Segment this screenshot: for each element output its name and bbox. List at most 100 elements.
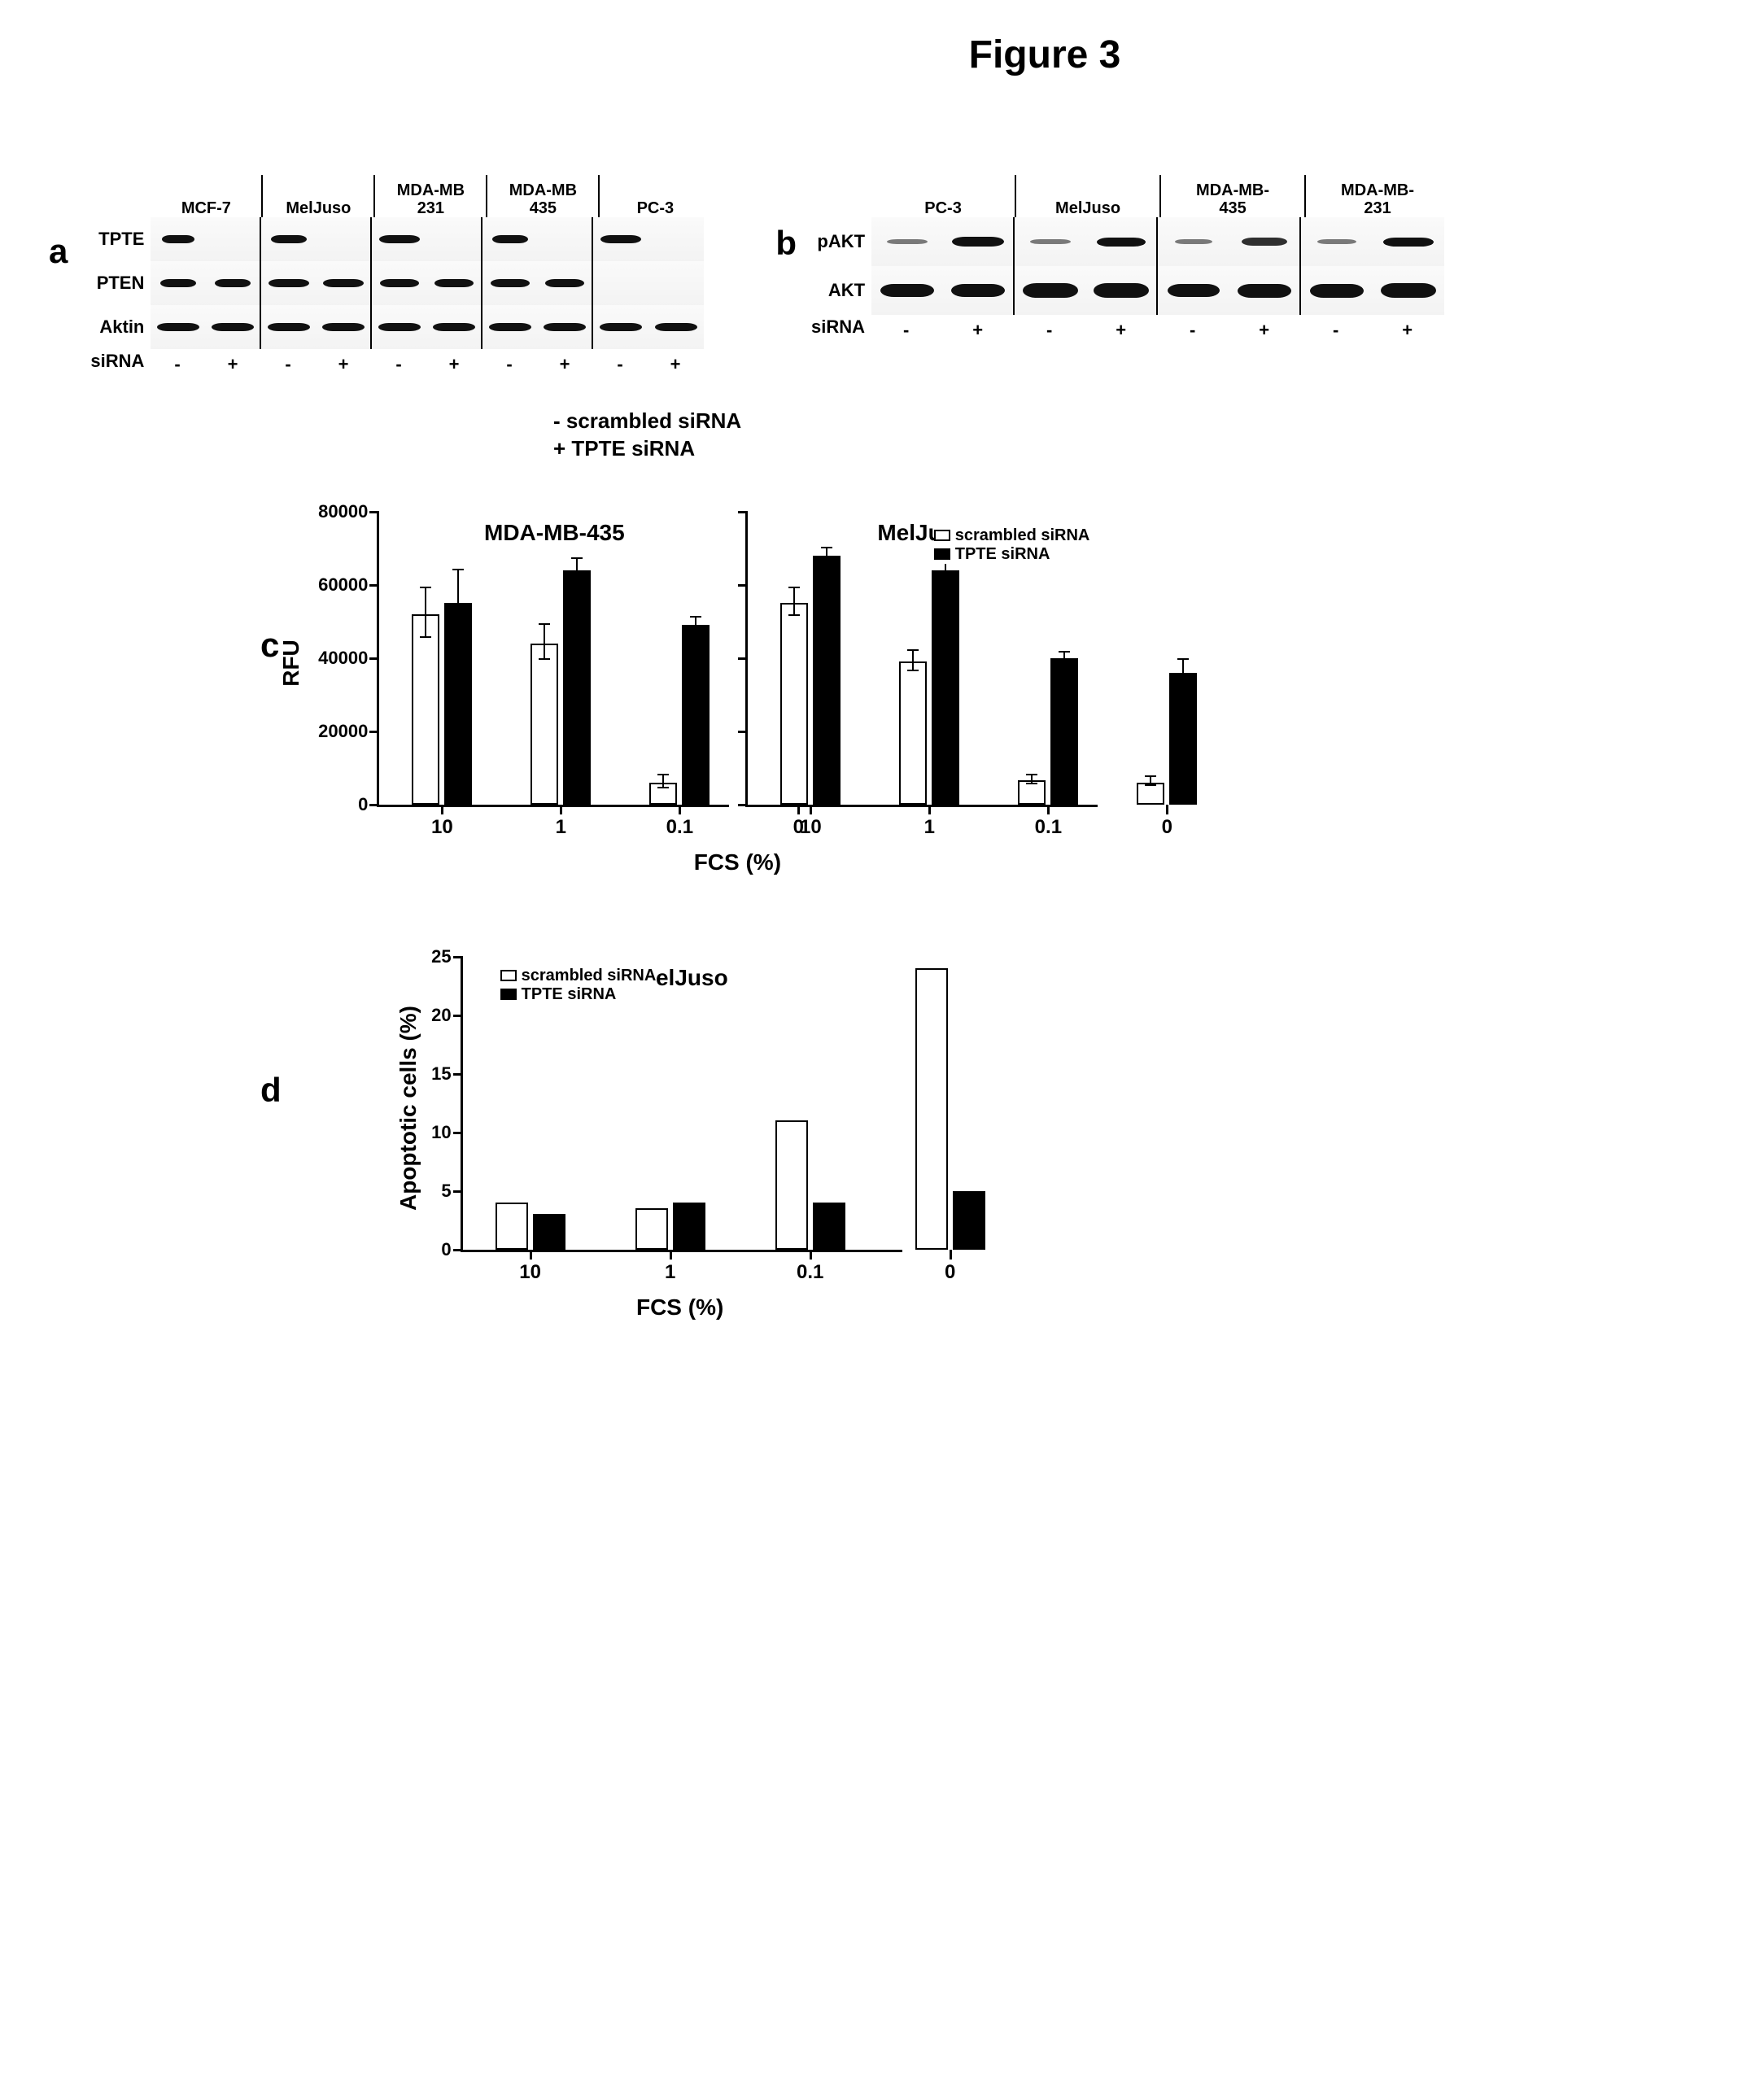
blot-lane [871, 217, 943, 266]
blot-band [379, 235, 420, 243]
chart-title: MDA-MB-435 [379, 520, 729, 546]
sirna-mark: + [1259, 320, 1269, 341]
sirna-mark: + [972, 320, 983, 341]
blot-lane [482, 261, 538, 305]
blot-row [871, 217, 1449, 266]
y-tick [738, 511, 748, 513]
blot-lane [482, 217, 538, 261]
blot-row-label: TPTE [90, 217, 144, 261]
error-bar [912, 649, 914, 671]
y-tick-label: 25 [431, 946, 462, 967]
blot-lane [261, 217, 317, 261]
y-tick-label: 80000 [318, 501, 379, 522]
panel-a: a TPTEPTENAktinsiRNA MCF-7MelJusoMDA-MB … [49, 175, 710, 375]
legend-item: scrambled siRNA [934, 526, 1090, 545]
bar-chart: 0510152025MelJuso1010.10scrambled siRNAT… [461, 957, 902, 1252]
sirna-mark: - [174, 354, 180, 375]
bar [932, 570, 959, 805]
legend-swatch [500, 970, 517, 981]
sirna-pair: -+ [1015, 320, 1158, 341]
bar [813, 1203, 845, 1250]
blot-lane [372, 305, 427, 349]
x-tick-label: 10 [800, 805, 822, 839]
blot-band [434, 279, 474, 287]
sirna-mark: - [1190, 320, 1195, 341]
bar [444, 603, 472, 805]
blot-lane [1158, 217, 1229, 266]
blot-band [268, 323, 310, 331]
y-tick [738, 584, 748, 587]
legend-text: TPTE siRNA [955, 545, 1050, 564]
blot-header: MCF-7 [151, 175, 263, 217]
blot-lane [593, 305, 648, 349]
bar [635, 1208, 668, 1249]
panel-c: c RFU 020000400006000080000MDA-MB-435101… [260, 512, 1715, 875]
blot-lane [261, 305, 317, 349]
blot-lane [317, 261, 372, 305]
legend-line-minus: - scrambled siRNA [553, 408, 1715, 435]
panel-c-xtitle: FCS (%) [377, 849, 1098, 875]
sirna-mark: + [228, 354, 238, 375]
blot-band [157, 323, 199, 331]
bar [899, 661, 927, 805]
chart-legend: scrambled siRNATPTE siRNA [934, 526, 1090, 564]
blot-header: MDA-MB 231 [375, 175, 487, 217]
panel-b-rowlabels: pAKTAKTsiRNA [811, 175, 865, 339]
blot-band [323, 279, 364, 287]
error-bar [1182, 658, 1184, 684]
blot-lane [1373, 266, 1444, 315]
blot-band [600, 323, 642, 331]
sirna-mark: + [449, 354, 460, 375]
bar [780, 603, 808, 805]
bar [649, 783, 677, 805]
blot-band [1317, 239, 1356, 244]
panel-b: b pAKTAKTsiRNA PC-3MelJusoMDA-MB- 435MDA… [775, 175, 1449, 375]
blot-lane [372, 261, 427, 305]
x-tick-label: 1 [924, 805, 935, 839]
blot-band [269, 279, 309, 287]
panel-d-chart: 0510152025MelJuso1010.10scrambled siRNAT… [461, 957, 902, 1252]
x-tick-label: 10 [519, 1250, 541, 1284]
blot-lane [427, 217, 482, 261]
sirna-label: siRNA [90, 349, 144, 373]
blot-lane [206, 261, 261, 305]
x-tick-label: 0 [945, 1250, 955, 1284]
blot-lane [648, 305, 704, 349]
blot-header: MelJuso [263, 175, 375, 217]
blot-band [1097, 238, 1146, 247]
sirna-pair: -+ [372, 354, 482, 375]
legend-text: scrambled siRNA [955, 526, 1090, 545]
blot-band [162, 235, 194, 243]
blot-header: PC-3 [600, 175, 710, 217]
y-tick [738, 804, 748, 806]
sirna-pair: -+ [261, 354, 372, 375]
panel-c-charts: 020000400006000080000MDA-MB-4351010.10Me… [377, 512, 1098, 807]
blot-row-label: Aktin [90, 305, 144, 349]
x-tick-label: 1 [665, 1250, 675, 1284]
blot-band [952, 237, 1004, 247]
blot-header: PC-3 [871, 175, 1016, 217]
panel-b-sirna-row: -+-+-+-+ [871, 320, 1449, 341]
sirna-mark: - [1046, 320, 1052, 341]
bar [813, 556, 841, 805]
x-tick-label: 1 [556, 805, 566, 839]
panel-a-body: MCF-7MelJusoMDA-MB 231MDA-MB 435PC-3 -+-… [151, 175, 710, 375]
blot-band [951, 284, 1005, 297]
blot-lane [538, 305, 593, 349]
y-tick [738, 731, 748, 733]
blot-band [380, 279, 419, 287]
blot-band [880, 284, 934, 297]
error-bar [793, 587, 795, 616]
sirna-pair: -+ [482, 354, 593, 375]
panel-d-xtitle: FCS (%) [461, 1294, 900, 1321]
sirna-mark: + [560, 354, 570, 375]
bar [531, 644, 558, 805]
blot-lane [1086, 266, 1158, 315]
bar [496, 1203, 528, 1250]
blot-row [151, 217, 710, 261]
sirna-mark: - [617, 354, 622, 375]
bar [533, 1214, 565, 1249]
blot-band [655, 323, 697, 331]
panel-d: d Apoptotic cells (%) 0510152025MelJuso1… [260, 957, 1715, 1321]
bar [1050, 658, 1078, 805]
